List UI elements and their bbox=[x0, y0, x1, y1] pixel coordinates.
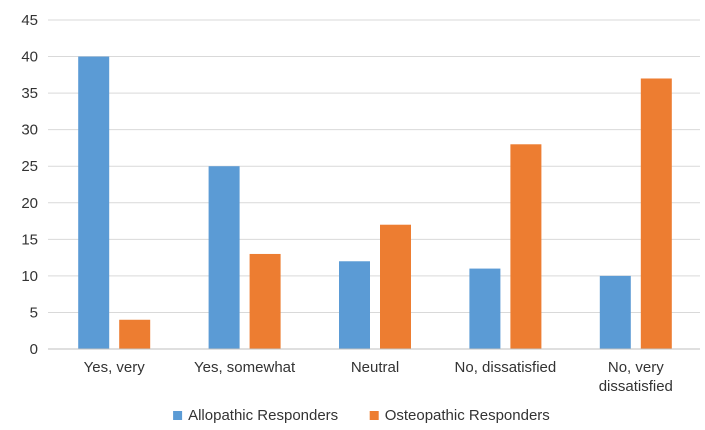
y-axis: 0 5 10 15 20 25 30 35 40 45 bbox=[21, 12, 38, 358]
x-category-label: No, dissatisfied bbox=[455, 359, 557, 376]
bar-allopathic bbox=[469, 268, 501, 349]
x-category-label: No, very bbox=[608, 359, 664, 376]
legend-label: Osteopathic Responders bbox=[385, 407, 550, 424]
bar-osteopathic bbox=[380, 224, 411, 349]
y-tick-label: 20 bbox=[21, 195, 38, 212]
legend-swatch bbox=[369, 411, 379, 420]
y-tick-label: 0 bbox=[30, 341, 38, 358]
bars bbox=[78, 56, 672, 350]
y-tick-label: 25 bbox=[21, 158, 38, 175]
x-category-label: dissatisfied bbox=[599, 378, 673, 395]
x-category-label: Yes, somewhat bbox=[194, 359, 296, 376]
x-category-label: Neutral bbox=[351, 359, 399, 376]
bar-allopathic bbox=[208, 166, 240, 349]
y-tick-label: 5 bbox=[30, 304, 38, 321]
bar-osteopathic bbox=[249, 253, 281, 349]
y-tick-label: 35 bbox=[21, 85, 38, 102]
gridlines bbox=[48, 19, 700, 313]
y-tick-label: 40 bbox=[21, 49, 38, 66]
bar-osteopathic bbox=[119, 319, 151, 349]
y-tick-label: 15 bbox=[21, 231, 38, 248]
legend: Allopathic Responders Osteopathic Respond… bbox=[173, 407, 550, 424]
legend-swatch bbox=[173, 411, 183, 420]
y-tick-label: 30 bbox=[21, 122, 38, 139]
bar-allopathic bbox=[339, 261, 370, 349]
legend-label: Allopathic Responders bbox=[188, 407, 338, 424]
bar-allopathic bbox=[599, 275, 631, 349]
bar-osteopathic bbox=[640, 78, 672, 349]
x-axis: Yes, very Yes, somewhat Neutral No, dissati… bbox=[48, 348, 700, 395]
y-tick-label: 45 bbox=[21, 12, 38, 29]
bar-osteopathic bbox=[510, 144, 542, 349]
x-category-label: Yes, very bbox=[84, 359, 146, 376]
y-tick-label: 10 bbox=[21, 268, 38, 285]
bar-allopathic bbox=[78, 56, 110, 350]
